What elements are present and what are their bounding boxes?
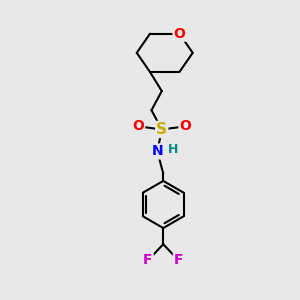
Text: O: O bbox=[132, 119, 144, 134]
Text: N: N bbox=[152, 145, 163, 158]
Text: S: S bbox=[156, 122, 167, 137]
Text: O: O bbox=[179, 119, 191, 134]
Text: F: F bbox=[174, 254, 183, 267]
Text: H: H bbox=[167, 142, 178, 156]
Text: F: F bbox=[143, 254, 153, 267]
Text: O: O bbox=[173, 27, 185, 41]
